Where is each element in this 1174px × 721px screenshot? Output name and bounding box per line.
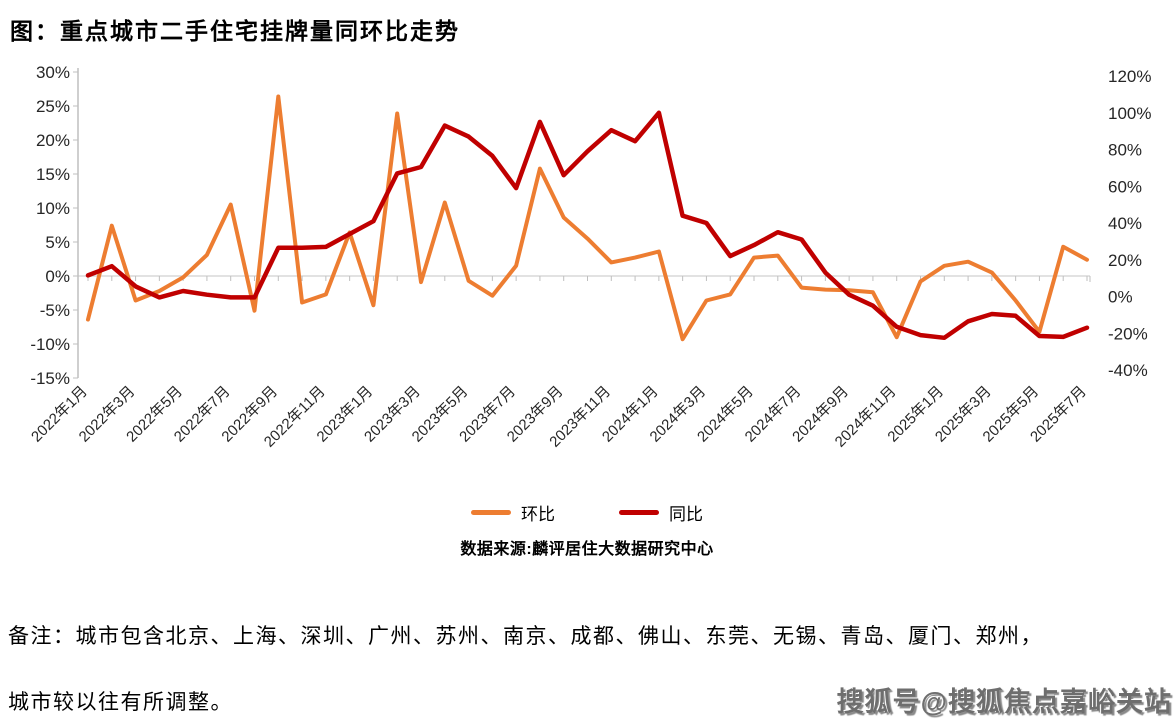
left-axis-label: 20%: [36, 131, 70, 150]
left-axis-label: 10%: [36, 199, 70, 218]
mom-series-line: [86, 94, 1089, 342]
yoy-line-swatch-icon: [619, 510, 659, 515]
right-axis-label: 60%: [1108, 177, 1142, 196]
left-axis-label: 15%: [36, 165, 70, 184]
left-axis-label: 30%: [36, 63, 70, 82]
left-axis-label: -15%: [30, 369, 70, 388]
legend-item-yoy: 同比: [619, 500, 703, 525]
right-axis-label: 0%: [1108, 288, 1133, 307]
right-axis-label: 80%: [1108, 141, 1142, 160]
left-axis-label: -5%: [40, 301, 70, 320]
left-axis-label: 0%: [45, 267, 70, 286]
right-axis-label: 20%: [1108, 251, 1142, 270]
footnote-line-1: 备注：城市包含北京、上海、深圳、广州、苏州、南京、成都、佛山、东莞、无锡、青岛、…: [8, 624, 1043, 648]
left-axis-label: 5%: [45, 233, 70, 252]
right-axis-label: 120%: [1108, 67, 1151, 86]
mom-line-swatch-icon: [471, 510, 511, 515]
footnote-line-2: 城市较以往有所调整。: [8, 690, 233, 714]
legend-label-yoy: 同比: [669, 505, 703, 524]
right-axis-label: 40%: [1108, 214, 1142, 233]
yoy-series-line: [85, 110, 1090, 341]
trend-chart: 30% 25% 20% 15% 10% 5% 0% -5% -10% -15% 120% 100% 80…: [28, 63, 1151, 451]
legend-label-mom: 环比: [521, 505, 555, 524]
left-axis-label: 25%: [36, 97, 70, 116]
chart-title: 图：重点城市二手住宅挂牌量同环比走势: [10, 18, 460, 44]
watermark-text: 搜狐号@搜狐焦点嘉峪关站: [836, 687, 1172, 717]
legend-item-mom: 环比: [471, 500, 555, 525]
right-axis-label: -40%: [1108, 361, 1148, 380]
data-source-text: 数据来源:麟评居住大数据研究中心: [460, 541, 714, 558]
right-axis-label: 100%: [1108, 104, 1151, 123]
right-axis-label: -20%: [1108, 324, 1148, 343]
legend: 环比 同比: [0, 500, 1174, 525]
left-axis-label: -10%: [30, 335, 70, 354]
